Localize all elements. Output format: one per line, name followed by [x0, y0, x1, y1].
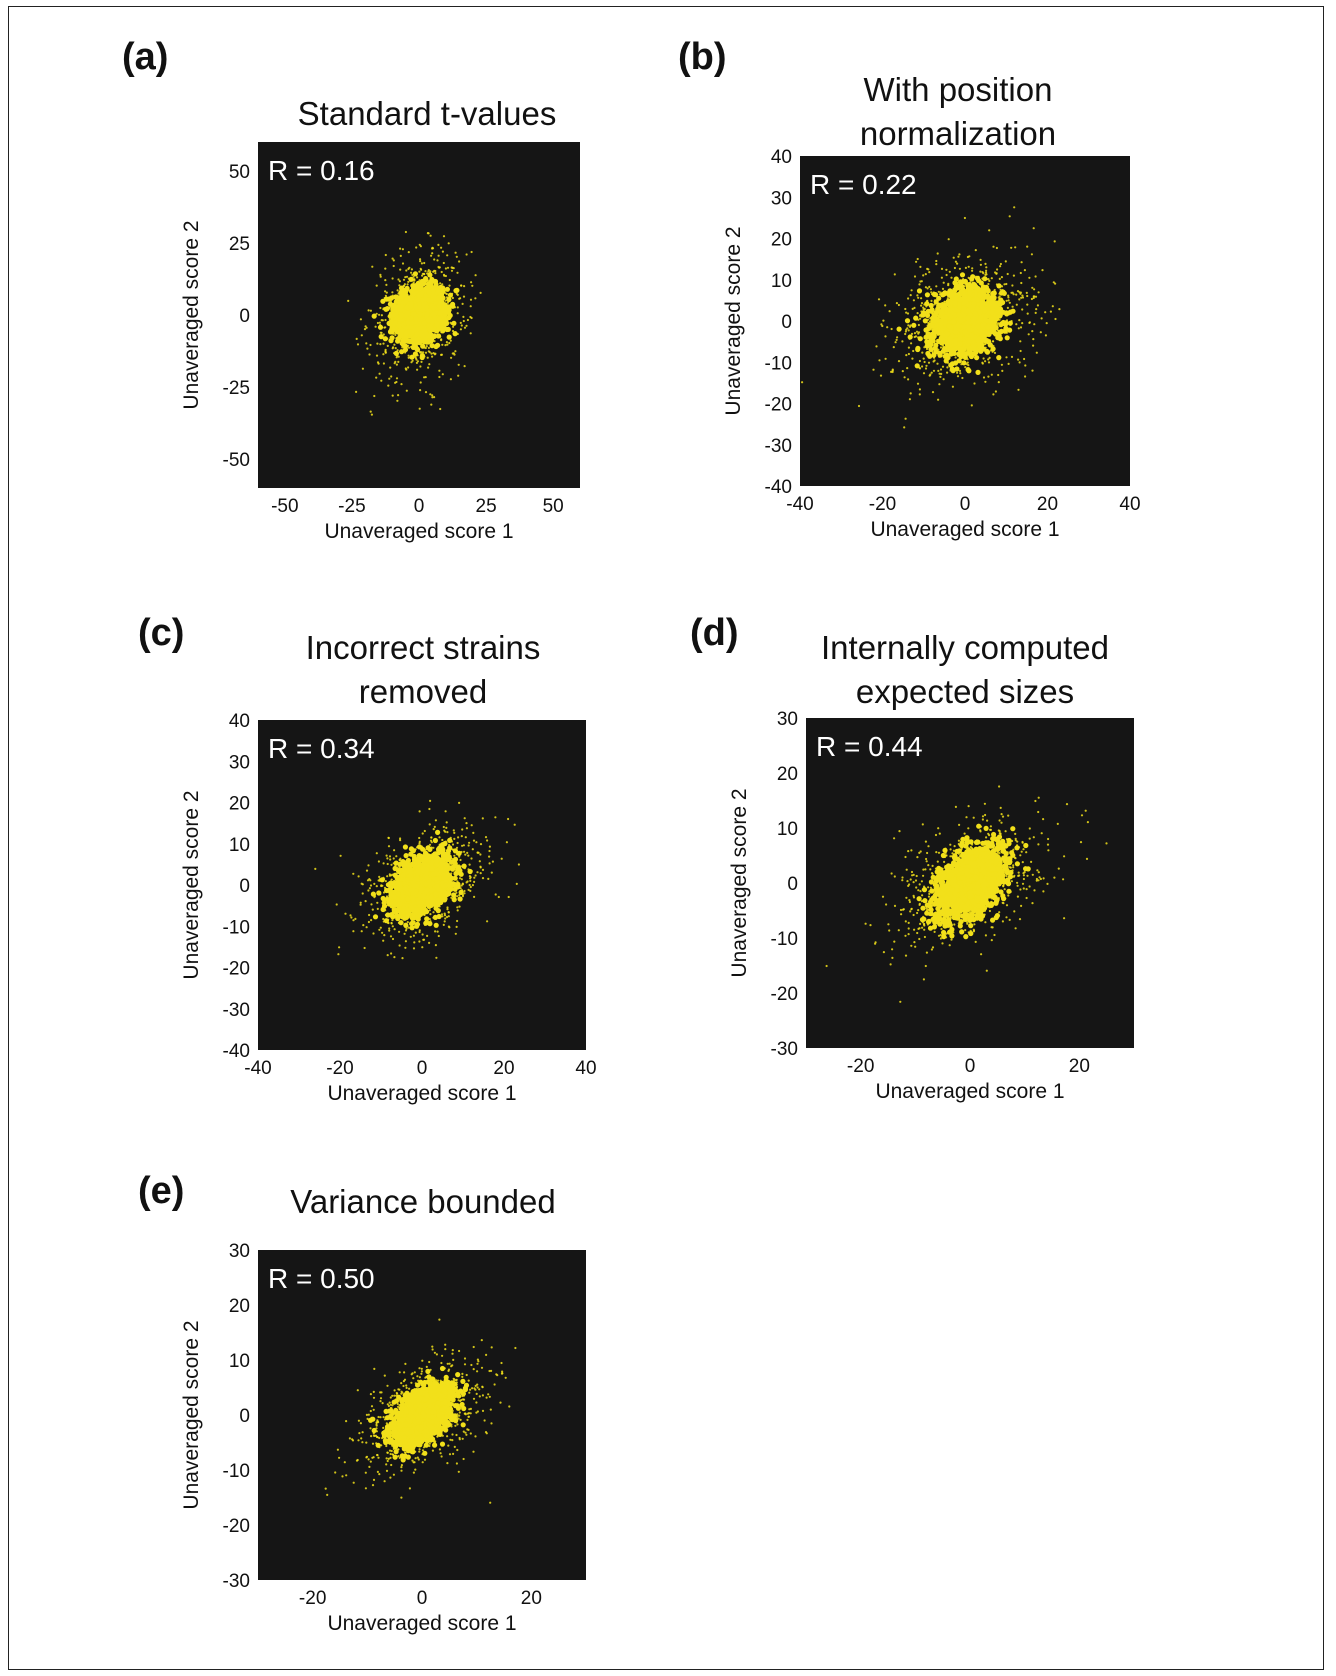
panel-title-line: Standard t-values — [297, 95, 557, 132]
panel-title: With position normalization — [778, 68, 1138, 156]
panel-title: Incorrect strains removed — [243, 626, 603, 714]
panel-title-line: removed — [358, 673, 488, 710]
panel-label: (c) — [138, 612, 185, 654]
panel-title-line: With position — [863, 71, 1053, 108]
figure-frame — [8, 6, 1324, 1670]
panel-title: Standard t-values — [252, 92, 602, 136]
panel-label: (e) — [138, 1170, 185, 1212]
panel-title: Internally computed expected sizes — [785, 626, 1145, 714]
panel-title-line: expected sizes — [855, 673, 1075, 710]
panel-label: (b) — [678, 36, 727, 78]
panel-title: Variance bounded — [243, 1180, 603, 1224]
panel-title-line: Internally computed — [821, 629, 1109, 666]
panel-title-line: Variance bounded — [290, 1183, 556, 1220]
panel-label: (d) — [690, 612, 739, 654]
panel-title-line: normalization — [859, 115, 1057, 152]
panel-title-line: Incorrect strains — [305, 629, 541, 666]
panel-label: (a) — [122, 36, 169, 78]
